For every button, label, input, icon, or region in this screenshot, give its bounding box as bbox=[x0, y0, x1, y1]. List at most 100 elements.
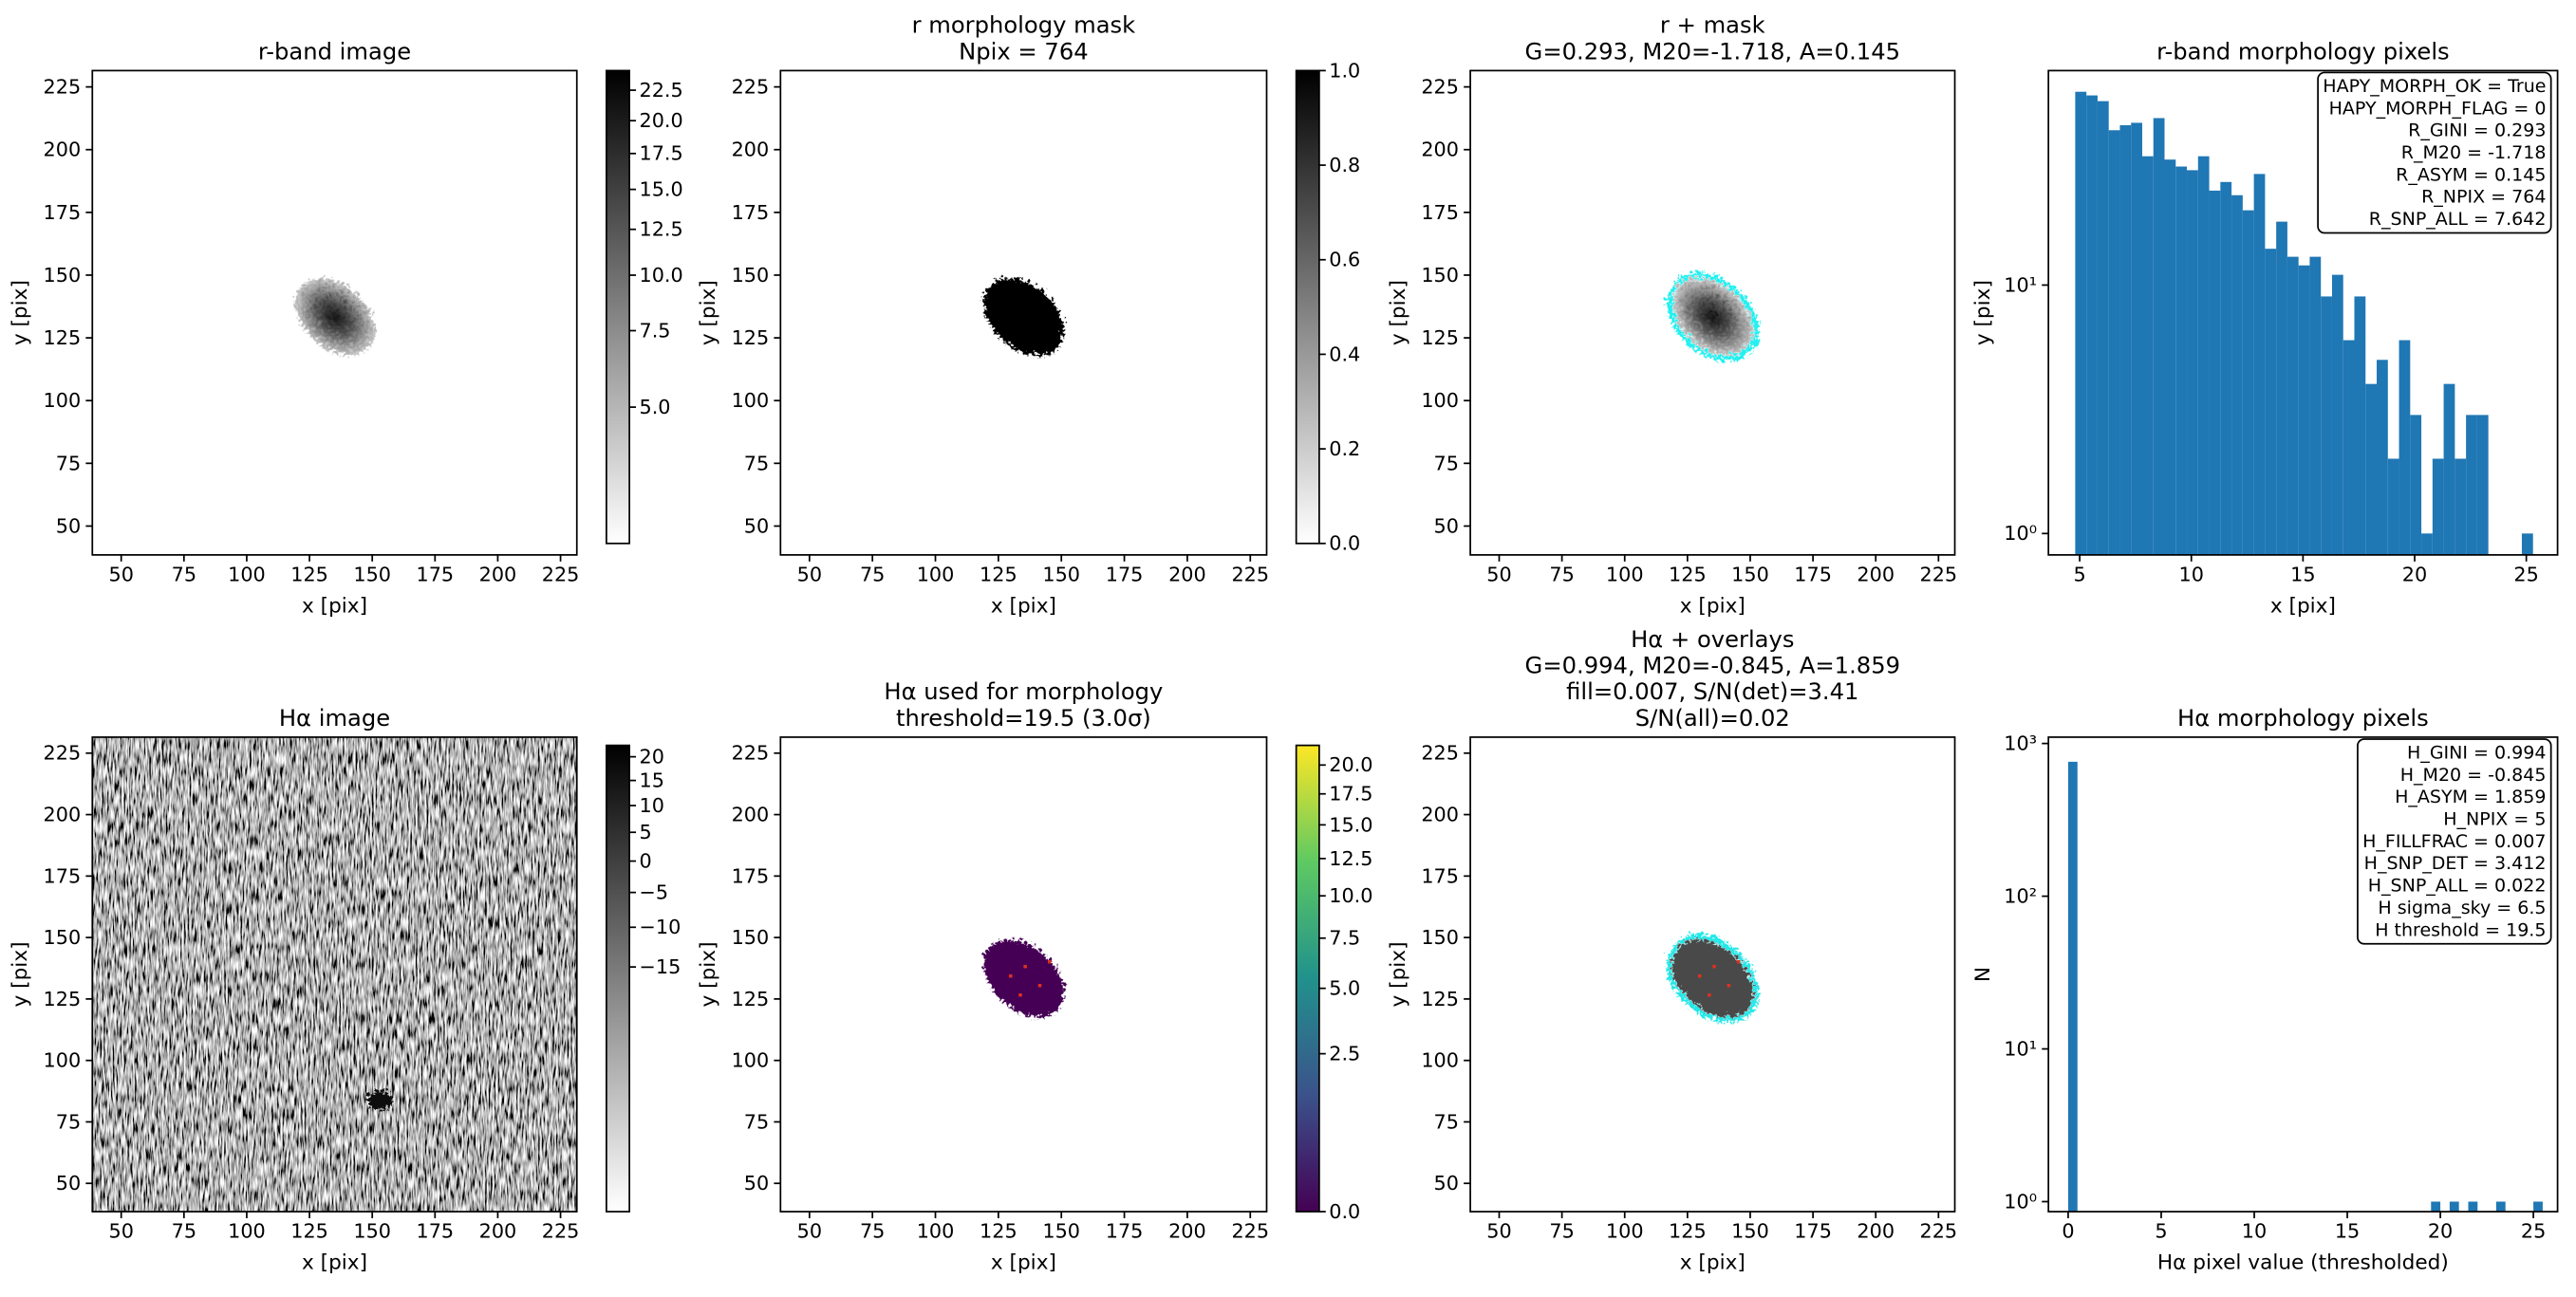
bright-pixel bbox=[1037, 983, 1042, 988]
hist-bar bbox=[2432, 458, 2444, 555]
x-tick-label: 75 bbox=[1549, 1220, 1574, 1243]
y-tick-label: 175 bbox=[44, 864, 82, 887]
colorbar-tick-label: 15.0 bbox=[1329, 813, 1372, 836]
x-tick-label: 150 bbox=[1042, 564, 1080, 586]
y-tick-label: 10⁰ bbox=[2004, 522, 2037, 545]
x-tick-label: 125 bbox=[290, 564, 328, 586]
x-tick-label: 150 bbox=[353, 1220, 391, 1243]
hist-bar bbox=[2108, 130, 2120, 555]
x-tick-label: 200 bbox=[1857, 564, 1895, 586]
x-tick-label: 75 bbox=[1549, 564, 1574, 586]
colorbar-tick-label: 1.0 bbox=[1329, 59, 1360, 82]
colorbar bbox=[606, 69, 630, 545]
dark-spot bbox=[364, 1087, 390, 1108]
x-tick-label: 175 bbox=[1106, 1220, 1144, 1243]
x-tick-label: 125 bbox=[290, 1220, 328, 1243]
colorbar-tick-label: 0.8 bbox=[1329, 154, 1360, 176]
hist-bar bbox=[2298, 265, 2310, 555]
x-axis-label: x [pix] bbox=[302, 594, 367, 618]
y-tick-label: 50 bbox=[744, 514, 769, 537]
hist-bar bbox=[2468, 1201, 2478, 1213]
annotation-line: H_SNP_DET = 3.412 bbox=[2364, 853, 2547, 874]
y-tick-label: 100 bbox=[732, 389, 770, 412]
y-tick-label: 75 bbox=[744, 1110, 769, 1133]
hist-bar bbox=[2231, 195, 2243, 555]
y-tick-label: 175 bbox=[1421, 201, 1459, 224]
y-tick-label: 100 bbox=[44, 1049, 82, 1072]
y-tick-label: 200 bbox=[44, 803, 82, 825]
x-tick-label: 10 bbox=[2179, 564, 2204, 586]
y-tick-label: 175 bbox=[732, 201, 770, 224]
hist-bar bbox=[2220, 181, 2232, 555]
annotation-line: R_M20 = -1.718 bbox=[2401, 142, 2547, 163]
colorbar-tick-label: 0.4 bbox=[1329, 343, 1360, 365]
x-tick-label: 200 bbox=[1168, 1220, 1206, 1243]
colorbar-tick-label: −10 bbox=[640, 916, 681, 938]
colorbar-tick-label: −15 bbox=[640, 955, 681, 978]
colorbar-tick-label: 20.0 bbox=[640, 109, 683, 132]
colorbar-tick-label: 22.5 bbox=[640, 79, 683, 102]
x-tick-label: 150 bbox=[1731, 1220, 1769, 1243]
panel-title: Hα + overlays bbox=[1631, 626, 1794, 653]
y-tick-label: 225 bbox=[732, 742, 770, 765]
y-tick-label: 150 bbox=[44, 926, 82, 949]
x-tick-label: 10 bbox=[2242, 1220, 2267, 1243]
hist-bar bbox=[2343, 340, 2355, 555]
hist-bar bbox=[2209, 190, 2221, 555]
hist-bar bbox=[2431, 1201, 2441, 1213]
x-tick-label: 125 bbox=[1669, 564, 1707, 586]
x-tick-label: 100 bbox=[228, 1220, 266, 1243]
image-content bbox=[982, 936, 1064, 1013]
colorbar bbox=[606, 744, 630, 1213]
colorbar-tick-label: 20.0 bbox=[1329, 753, 1372, 776]
x-tick-label: 225 bbox=[1920, 1220, 1958, 1243]
colorbar-tick-label: 0 bbox=[640, 849, 652, 872]
hist-bar bbox=[2287, 256, 2299, 555]
x-tick-label: 125 bbox=[1669, 1220, 1707, 1243]
colorbar bbox=[1295, 69, 1320, 545]
x-axis-label: x [pix] bbox=[302, 1251, 367, 1275]
annotation-frame bbox=[2357, 738, 2552, 945]
hist-bar bbox=[2164, 159, 2176, 555]
x-tick-label: 15 bbox=[2335, 1220, 2360, 1243]
x-tick-label: 20 bbox=[2428, 1220, 2453, 1243]
annotation-line: R_ASYM = 0.145 bbox=[2396, 164, 2546, 185]
axes-frame bbox=[779, 736, 1268, 1213]
annotation-line: H_ASYM = 1.859 bbox=[2395, 787, 2546, 807]
bright-pixel bbox=[1023, 964, 1027, 969]
y-tick-label: 200 bbox=[1421, 803, 1459, 825]
panel-title: r morphology mask bbox=[912, 12, 1136, 39]
x-tick-label: 75 bbox=[172, 564, 196, 586]
bright-pixel bbox=[1697, 973, 1702, 978]
colorbar-tick-label: 5.0 bbox=[640, 396, 671, 418]
hist-bar bbox=[2449, 1201, 2459, 1213]
panel-title: r-band image bbox=[258, 38, 411, 65]
hist-bar bbox=[2321, 296, 2332, 555]
x-tick-label: 75 bbox=[860, 564, 885, 586]
y-tick-label: 100 bbox=[732, 1049, 770, 1072]
x-tick-label: 50 bbox=[1486, 1220, 1511, 1243]
y-tick-label: 100 bbox=[1421, 1049, 1459, 1072]
y-axis-label: y [pix] bbox=[1971, 280, 1995, 345]
x-tick-label: 5 bbox=[2155, 1220, 2167, 1243]
hist-bar bbox=[2075, 91, 2087, 555]
hist-bar bbox=[2455, 458, 2467, 555]
y-tick-label: 125 bbox=[44, 988, 82, 1010]
hist-bar bbox=[2443, 383, 2455, 555]
colorbar-tick-label: 0.0 bbox=[1329, 1200, 1360, 1223]
y-tick-label: 125 bbox=[732, 326, 770, 349]
hist-bar bbox=[2119, 124, 2132, 555]
y-tick-label: 125 bbox=[1421, 326, 1459, 349]
x-tick-label: 175 bbox=[1106, 564, 1144, 586]
hist-bar bbox=[2265, 249, 2277, 555]
annotation-line: R_SNP_ALL = 7.642 bbox=[2369, 209, 2547, 230]
annotation-line: H_M20 = -0.845 bbox=[2400, 765, 2547, 786]
axes-frame bbox=[779, 69, 1268, 556]
y-tick-label: 75 bbox=[1434, 1110, 1459, 1133]
x-tick-label: 200 bbox=[479, 1220, 517, 1243]
mask-outline bbox=[1666, 268, 1759, 358]
y-tick-label: 100 bbox=[1421, 389, 1459, 412]
hist-bar bbox=[2197, 156, 2210, 555]
y-tick-label: 125 bbox=[1421, 988, 1459, 1010]
